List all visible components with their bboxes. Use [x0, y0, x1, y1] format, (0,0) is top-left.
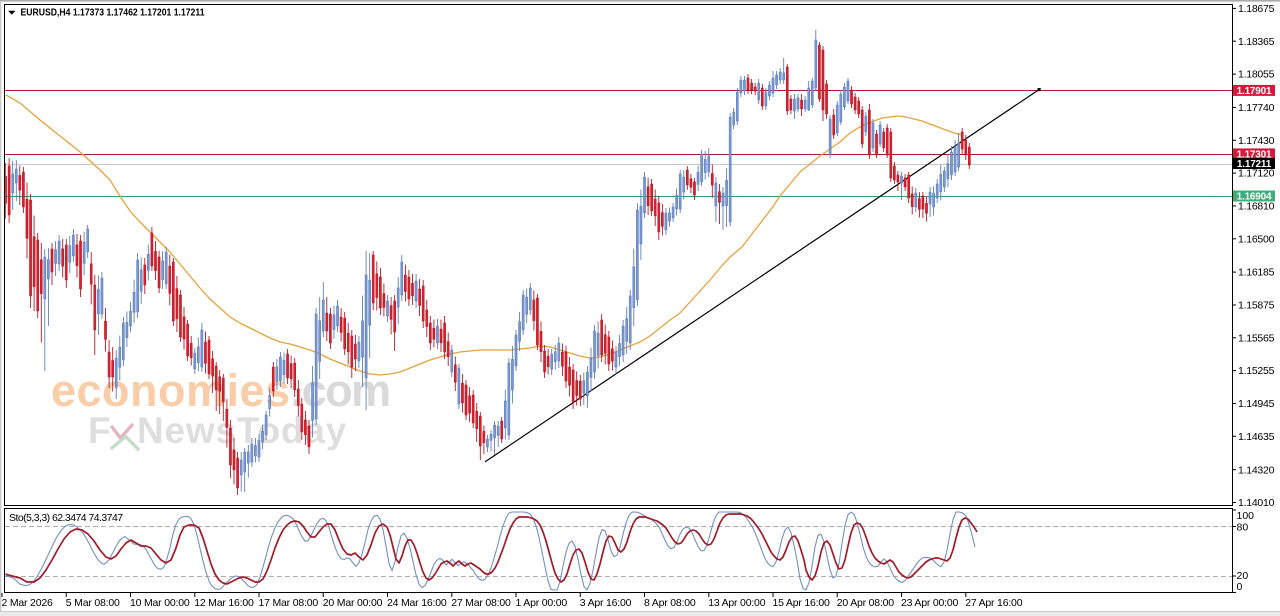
svg-text:27 Apr 16:00: 27 Apr 16:00	[965, 597, 1023, 609]
svg-text:10 Mar 00:00: 10 Mar 00:00	[130, 597, 190, 609]
svg-text:1.16500: 1.16500	[1238, 233, 1275, 245]
svg-text:EURUSD,H4 1.17373 1.17462 1.1: EURUSD,H4 1.17373 1.17462 1.17201 1.1721…	[21, 7, 205, 19]
svg-text:1.17740: 1.17740	[1238, 102, 1275, 114]
svg-text:20 Mar 00:00: 20 Mar 00:00	[323, 597, 383, 609]
svg-text:1 Apr 00:00: 1 Apr 00:00	[516, 597, 568, 609]
svg-text:27 Mar 08:00: 27 Mar 08:00	[451, 597, 511, 609]
svg-text:13 Apr 00:00: 13 Apr 00:00	[708, 597, 766, 609]
svg-text:3 Apr 16:00: 3 Apr 16:00	[580, 597, 632, 609]
svg-text:1.14945: 1.14945	[1238, 398, 1275, 410]
svg-text:20 Apr 08:00: 20 Apr 08:00	[837, 597, 895, 609]
svg-text:1.16904: 1.16904	[1237, 192, 1272, 203]
svg-text:Sto(5,3,3) 62.3474 74.3747: Sto(5,3,3) 62.3474 74.3747	[9, 512, 123, 524]
svg-text:1.17120: 1.17120	[1238, 168, 1275, 180]
svg-text:1.17211: 1.17211	[1237, 159, 1272, 170]
svg-text:1.14635: 1.14635	[1238, 431, 1275, 443]
svg-text:1.16185: 1.16185	[1238, 267, 1275, 279]
svg-text:economies.com: economies.com	[51, 365, 390, 416]
svg-text:8 Apr 08:00: 8 Apr 08:00	[644, 597, 696, 609]
svg-text:1.17301: 1.17301	[1237, 149, 1272, 160]
svg-text:1.17901: 1.17901	[1237, 86, 1272, 97]
svg-text:17 Mar 08:00: 17 Mar 08:00	[259, 597, 319, 609]
svg-text:100: 100	[1237, 510, 1255, 522]
svg-text:1.18055: 1.18055	[1238, 69, 1275, 81]
svg-text:2 Mar 2026: 2 Mar 2026	[2, 597, 53, 609]
svg-text:24 Mar 16:00: 24 Mar 16:00	[387, 597, 447, 609]
svg-text:20: 20	[1237, 570, 1249, 582]
svg-text:1.14320: 1.14320	[1238, 464, 1275, 476]
svg-text:1.15255: 1.15255	[1238, 365, 1275, 377]
svg-text:5 Mar 08:00: 5 Mar 08:00	[66, 597, 120, 609]
svg-text:1.18365: 1.18365	[1238, 36, 1275, 48]
svg-text:1.15875: 1.15875	[1238, 300, 1275, 312]
svg-text:1.17430: 1.17430	[1238, 135, 1275, 147]
svg-text:1.18675: 1.18675	[1238, 3, 1275, 15]
svg-text:23 Apr 00:00: 23 Apr 00:00	[901, 597, 959, 609]
svg-text:1.15565: 1.15565	[1238, 332, 1275, 344]
svg-text:F: F	[88, 410, 113, 451]
svg-text:12 Mar 16:00: 12 Mar 16:00	[194, 597, 254, 609]
svg-text:80: 80	[1237, 522, 1249, 534]
svg-text:15 Apr 16:00: 15 Apr 16:00	[773, 597, 831, 609]
svg-text:0: 0	[1237, 581, 1243, 593]
svg-text:1.16810: 1.16810	[1238, 201, 1275, 213]
svg-text:1.14010: 1.14010	[1238, 497, 1275, 509]
